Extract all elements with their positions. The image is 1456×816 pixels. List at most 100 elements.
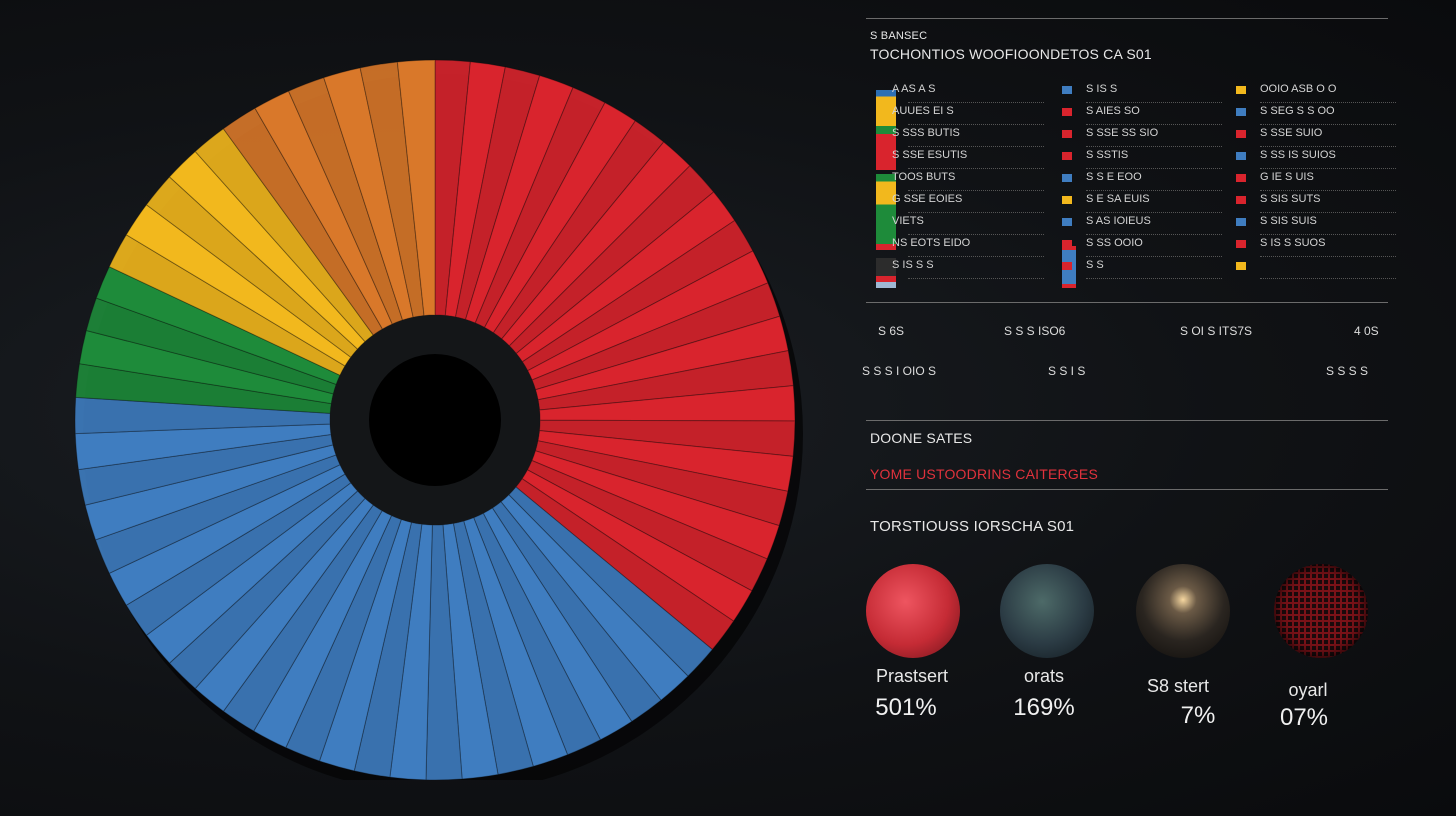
legend-label: A AS A S [892,83,936,95]
legend-swatch [1062,108,1072,116]
legend-label: S SSTIS [1086,149,1129,161]
legend-item: S E SA EUIS [1062,192,1232,214]
legend-dotted-line [1260,102,1396,103]
legend-divider [866,302,1388,303]
legend-item: S SEG S S OO [1236,104,1406,126]
legend-dotted-line [1260,278,1396,279]
legend-label: AUUES EI S [892,105,954,117]
legend-dotted-line [1260,124,1396,125]
panel-small-header: S BANSEC [870,30,928,42]
axis-label: S S S I OIO S [862,364,937,378]
legend-swatch [1062,218,1072,226]
stat-value: 7% [1180,702,1216,729]
legend-dotted-line [1086,278,1222,279]
globe-earth-icon [1000,564,1094,658]
legend-item: TOOS BUTS [884,170,1054,192]
globe-wireframe-icon [1274,564,1368,658]
legend-dotted-line [1260,190,1396,191]
legend-item: S IS S SUOS [1236,236,1406,258]
top-divider [866,18,1388,19]
axis-label: 4 0S [1354,324,1379,338]
legend-swatch [1062,262,1072,270]
legend-item: NS EOTS EIDO [884,236,1054,258]
legend-item: A AS A S [884,82,1054,104]
legend-label: S AIES SO [1086,105,1140,117]
axis-label: S S S ISO6 [1004,324,1066,338]
legend-label: S SIS SUTS [1260,193,1321,205]
section-title: TORSTIOUSS IORSCHA S01 [870,518,1075,535]
legend-swatch [1236,174,1246,182]
legend-swatch [1062,196,1072,204]
legend-dotted-line [908,234,1044,235]
legend-column-3: OOIO ASB O O S SEG S S OO S SSE SUIO S SS I… [1236,82,1406,280]
legend-item: S SSE SUIO [1236,126,1406,148]
legend-swatch [1062,86,1072,94]
globe-night-icon [1136,564,1230,658]
legend-swatch [1236,218,1246,226]
legend-swatch [1236,108,1246,116]
legend-dotted-line [1086,102,1222,103]
legend-swatch [1236,86,1246,94]
legend-item: G SSE EOIES [884,192,1054,214]
legend-item: S SSE SS SIO [1062,126,1232,148]
legend-stack-bar-2 [876,174,896,250]
legend-dotted-line [908,124,1044,125]
legend-dotted-line [908,102,1044,103]
legend-label: S S E EOO [1086,171,1142,183]
legend-item: S SS IS SUIOS [1236,148,1406,170]
legend-item: OOIO ASB O O [1236,82,1406,104]
axis-label: S S I S [1048,364,1086,378]
legend-label: TOOS BUTS [892,171,956,183]
stat-name: orats [1023,666,1065,686]
legend-dotted-line [908,190,1044,191]
axis-label: S 6S [878,324,905,338]
legend-swatch [1236,152,1246,160]
globe-africa-icon [866,564,960,658]
legend-dotted-line [1086,168,1222,169]
legend-dotted-line [908,256,1044,257]
legend-swatch [1236,130,1246,138]
legend-stack-bar-3 [876,258,896,288]
legend-dotted-line [1086,234,1222,235]
legend-item: S SSTIS [1062,148,1232,170]
legend-item: AUUES EI S [884,104,1054,126]
legend-item: S SSS BUTIS [884,126,1054,148]
legend-swatch [1062,240,1072,248]
legend-dotted-line [1260,212,1396,213]
legend-label: S SS IS SUIOS [1260,149,1336,161]
legend-column-1: A AS A S AUUES EI S S SSS BUTIS S SSE ESUTI… [884,82,1054,280]
legend-swatch [1062,130,1072,138]
legend-item: G IE S UIS [1236,170,1406,192]
legend-dotted-line [1260,234,1396,235]
legend-item: S S [1062,258,1232,280]
legend-dotted-line [1086,256,1222,257]
legend-item: VIETS [884,214,1054,236]
legend-dotted-line [908,168,1044,169]
legend-label: S AS IOIEUS [1086,215,1151,227]
section-title: DOONE SATES [870,430,973,446]
legend-label: S S [1086,259,1104,271]
section-divider [866,420,1388,421]
legend-label: VIETS [892,215,924,227]
legend-swatch [1236,196,1246,204]
legend-stack-bar-1 [876,90,896,170]
stat-name: S8 stert [1146,676,1210,696]
legend-dotted-line [1086,212,1222,213]
legend-label: NS EOTS EIDO [892,237,971,249]
section-subtitle: YOME USTOODRINS CAITERGES [870,466,1098,482]
stat-name: Prastsert [875,666,949,686]
legend-dotted-line [1260,256,1396,257]
legend-dotted-line [1086,190,1222,191]
legend-dotted-line [1086,146,1222,147]
legend-label: S IS S [1086,83,1118,95]
stat-name: oyarl [1288,680,1328,700]
legend-label: S SSE SS SIO [1086,127,1159,139]
legend-swatch [1062,174,1072,182]
legend-label: S SSS BUTIS [892,127,960,139]
donut-chart [74,59,803,780]
section-divider [866,489,1388,490]
legend-label: S IS S S [892,259,934,271]
stat-value: 501% [875,694,937,721]
axis-label: S S S S [1326,364,1369,378]
legend-label: S SSE SUIO [1260,127,1323,139]
